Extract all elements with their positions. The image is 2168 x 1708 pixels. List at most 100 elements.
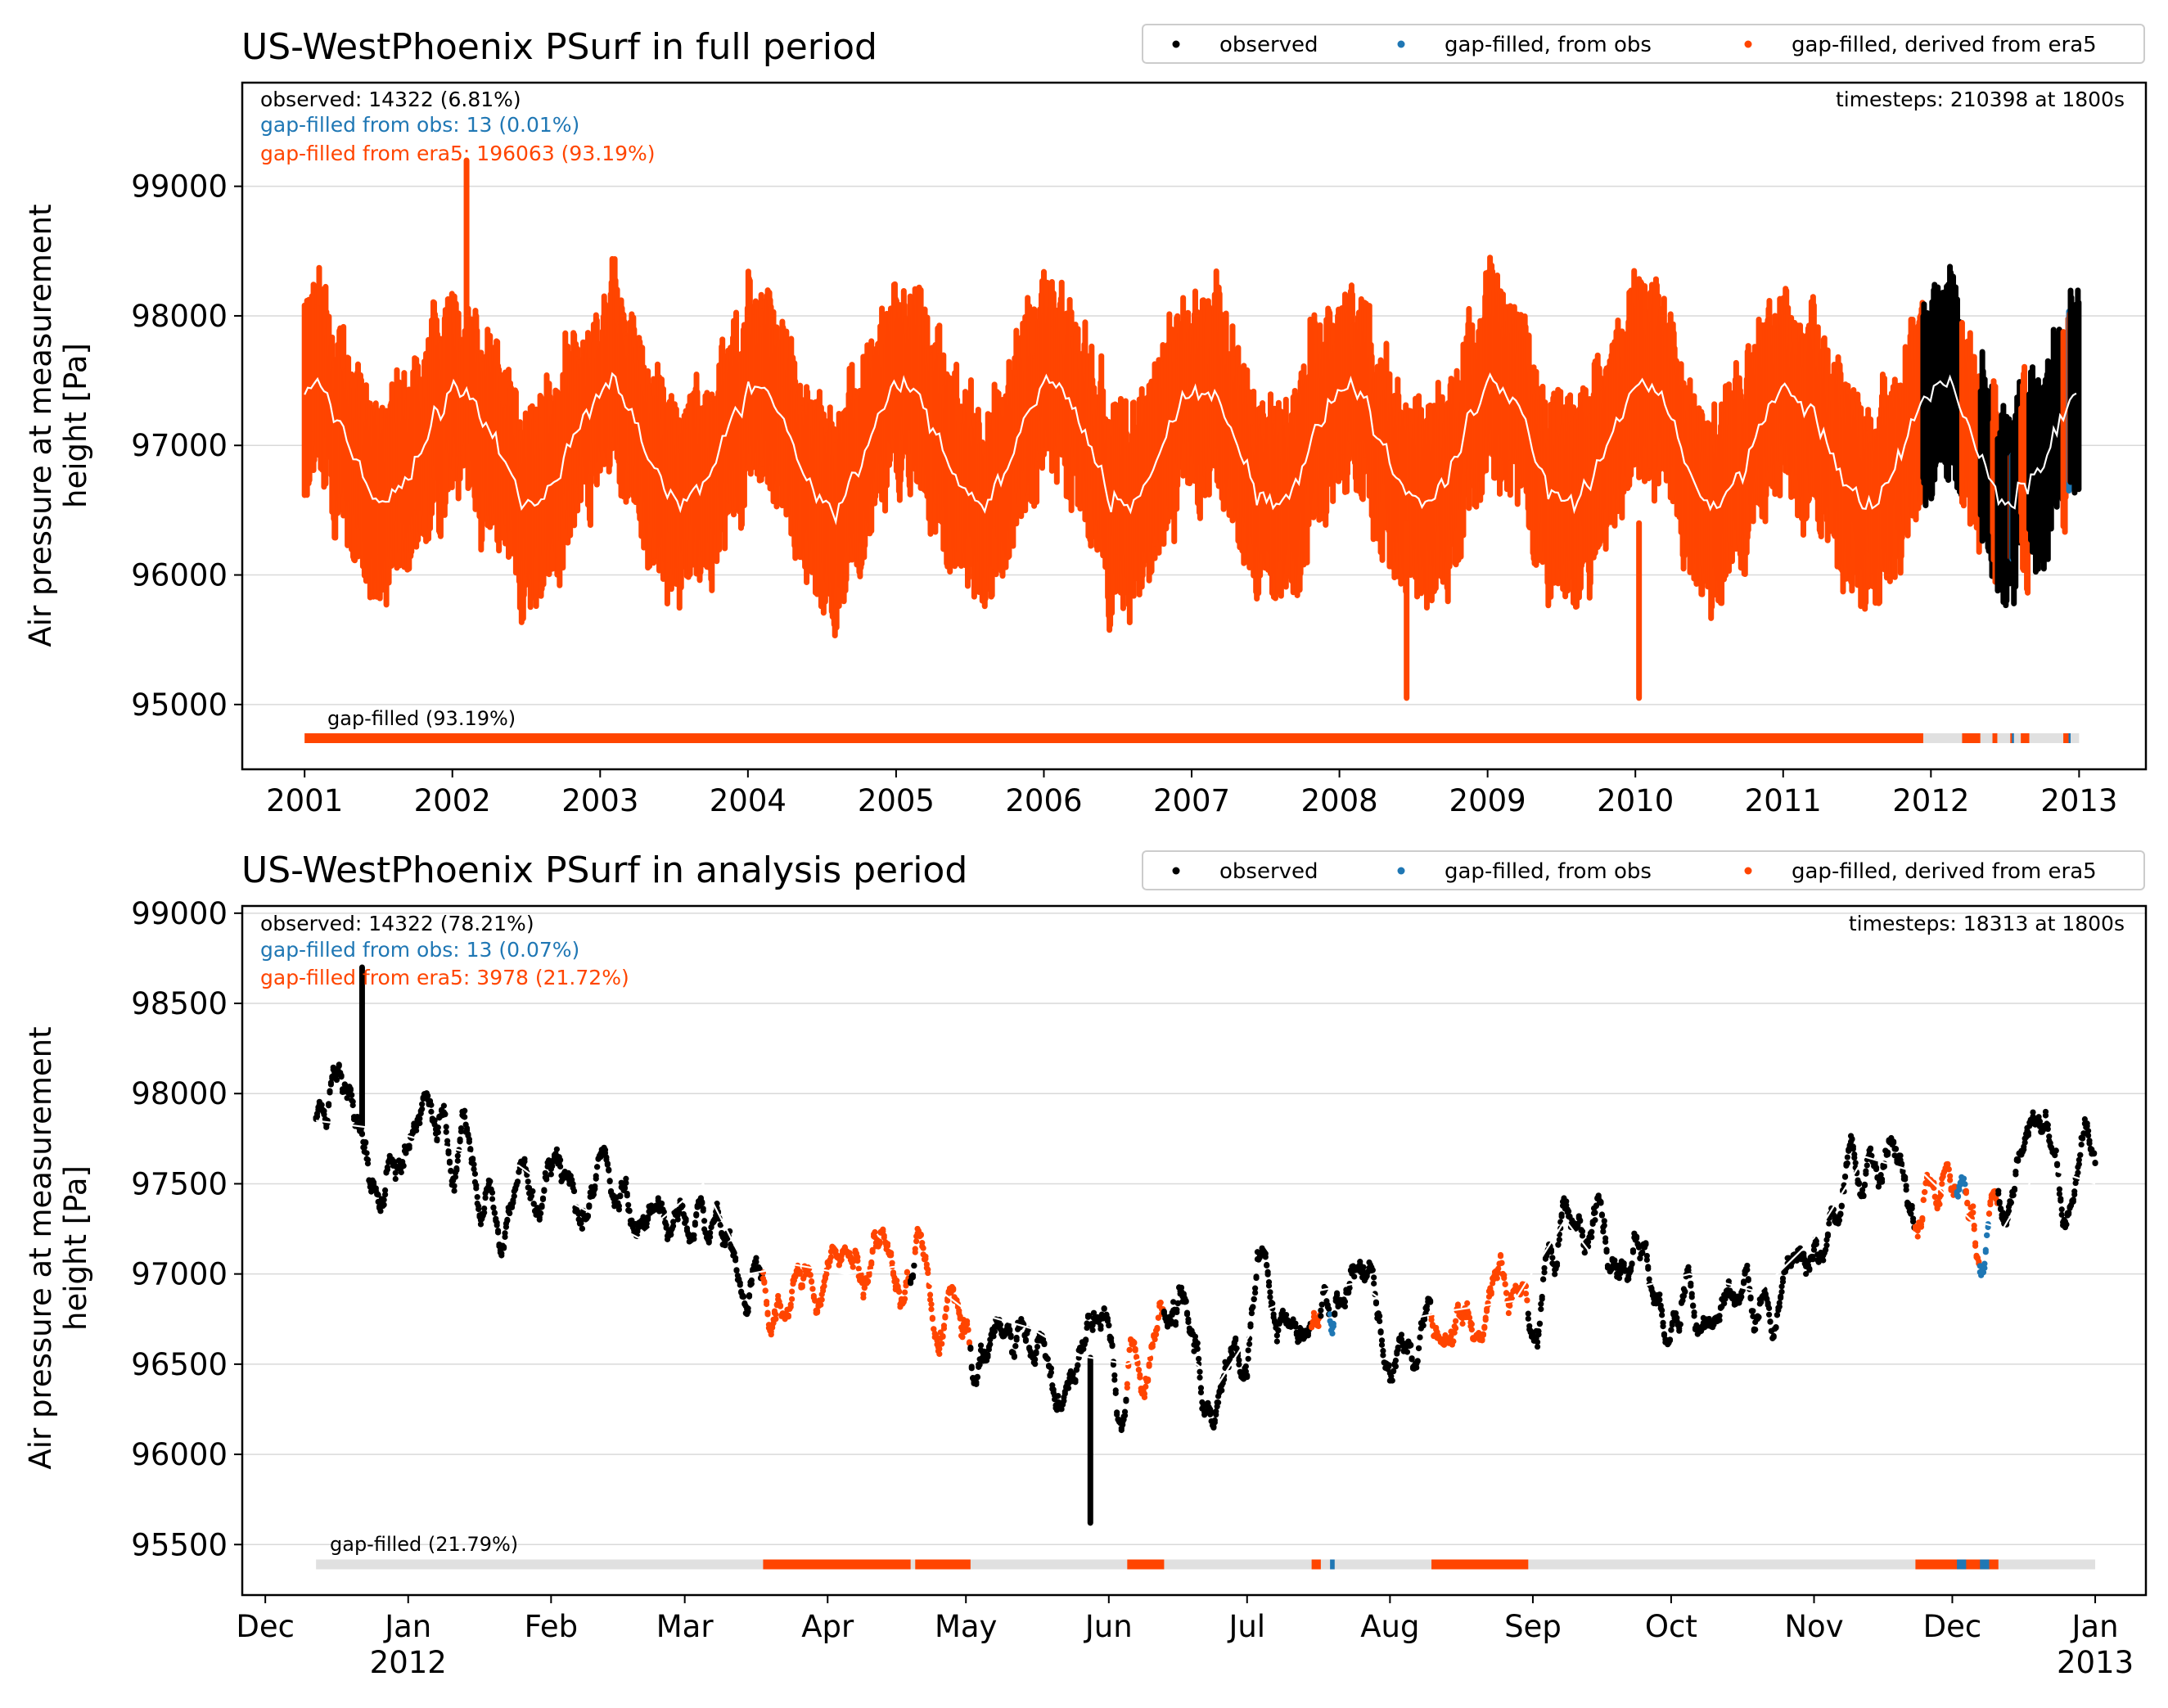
- data-point: [1688, 1280, 1694, 1287]
- data-point: [1676, 1327, 1683, 1334]
- chart-full-period: US-WestPhoenix PSurf in full period gap-…: [23, 24, 2148, 818]
- data-point: [440, 1102, 447, 1109]
- data-point: [1137, 1372, 1143, 1378]
- data-point: [443, 1124, 449, 1130]
- data-point: [1083, 1337, 1089, 1344]
- data-point: [1022, 1337, 1030, 1345]
- y-tick-label: 97000: [131, 428, 228, 463]
- data-point: [1538, 1306, 1544, 1313]
- data-point: [645, 1216, 651, 1223]
- data-point: [773, 1316, 779, 1323]
- data-point: [1318, 1301, 1325, 1308]
- data-point: [1073, 1367, 1079, 1373]
- gap-bar-segment: [1992, 733, 1998, 744]
- data-point: [818, 1301, 824, 1308]
- data-point: [1265, 1282, 1273, 1289]
- data-point: [1251, 1296, 1257, 1303]
- data-point: [602, 1147, 609, 1153]
- data-point: [592, 1186, 598, 1192]
- data-point: [1482, 1317, 1489, 1323]
- data-point: [1433, 1324, 1440, 1331]
- data-point: [377, 1208, 384, 1215]
- data-point: [1428, 1317, 1435, 1323]
- data-point: [1032, 1356, 1039, 1363]
- data-point: [1602, 1238, 1609, 1245]
- x-axis-ticks: 2001 2002 2003 2004 2005 2006 2007 2008 2009 2010…: [266, 769, 2117, 818]
- data-point: [814, 1309, 821, 1316]
- stat-timesteps: timesteps: 210398 at 1800s: [1836, 88, 2125, 111]
- data-point: [973, 1381, 980, 1387]
- data-point: [1192, 1333, 1199, 1340]
- data-point: [901, 1296, 908, 1302]
- data-point: [1628, 1267, 1634, 1274]
- data-point: [1601, 1222, 1607, 1229]
- data-point: [987, 1341, 994, 1348]
- data-point: [1273, 1338, 1280, 1345]
- data-point: [990, 1333, 997, 1340]
- data-point: [1369, 1267, 1376, 1273]
- data-point: [626, 1207, 633, 1214]
- data-point: [1154, 1326, 1161, 1332]
- data-point: [1793, 1257, 1800, 1264]
- data-point: [1118, 1426, 1125, 1434]
- data-point: [1346, 1285, 1353, 1291]
- data-point: [764, 1309, 771, 1316]
- data-point: [707, 1233, 714, 1241]
- data-point: [1579, 1228, 1586, 1235]
- data-point: [1086, 1313, 1093, 1320]
- legend-label-gap-obs: gap-filled, from obs: [1445, 33, 1652, 57]
- data-point: [926, 1291, 934, 1298]
- data-point: [1603, 1246, 1610, 1253]
- data-point: [501, 1245, 507, 1251]
- data-point: [1134, 1360, 1141, 1367]
- data-point: [1656, 1291, 1663, 1298]
- data-point: [1326, 1305, 1332, 1313]
- y-tick-label: 99000: [131, 169, 228, 205]
- data-point: [1810, 1246, 1818, 1253]
- data-point: [1330, 1323, 1336, 1330]
- data-point: [895, 1288, 903, 1295]
- data-point: [812, 1297, 818, 1304]
- data-point: [1669, 1319, 1675, 1326]
- data-point: [1499, 1260, 1505, 1266]
- data-point: [1007, 1332, 1014, 1339]
- data-point: [428, 1108, 435, 1115]
- data-point: [691, 1236, 697, 1242]
- data-point: [823, 1271, 830, 1278]
- data-point: [1459, 1320, 1466, 1327]
- data-point: [1172, 1322, 1179, 1328]
- data-point: [1253, 1274, 1260, 1282]
- x-tick-label: 2010: [1597, 783, 1674, 818]
- x-tick-label: 2013: [2040, 783, 2117, 818]
- data-point: [1864, 1162, 1870, 1169]
- data-point: [1273, 1332, 1280, 1339]
- data-point: [539, 1195, 547, 1201]
- data-point: [1252, 1289, 1259, 1296]
- data-point: [1535, 1332, 1542, 1338]
- data-point: [481, 1205, 488, 1212]
- data-point: [539, 1204, 545, 1210]
- data-point: [950, 1287, 957, 1293]
- data-point: [1420, 1323, 1427, 1329]
- data-point: [1639, 1249, 1646, 1255]
- data-point: [1041, 1340, 1048, 1346]
- data-point: [928, 1301, 935, 1308]
- data-point: [822, 1275, 829, 1282]
- data-point: [549, 1163, 556, 1169]
- data-point: [1236, 1361, 1242, 1368]
- data-point: [557, 1156, 564, 1164]
- data-point: [1725, 1278, 1732, 1285]
- data-point: [1503, 1290, 1510, 1296]
- data-point: [1377, 1318, 1383, 1325]
- data-point: [1197, 1389, 1205, 1396]
- data-point: [850, 1264, 856, 1270]
- data-point: [398, 1169, 404, 1176]
- data-point: [1538, 1300, 1544, 1307]
- legend-marker-gap-obs: [1397, 40, 1405, 48]
- data-point: [1262, 1251, 1269, 1257]
- data-point: [1197, 1368, 1203, 1375]
- data-point: [1134, 1354, 1140, 1361]
- data-point: [358, 1130, 366, 1137]
- data-point: [327, 1088, 333, 1094]
